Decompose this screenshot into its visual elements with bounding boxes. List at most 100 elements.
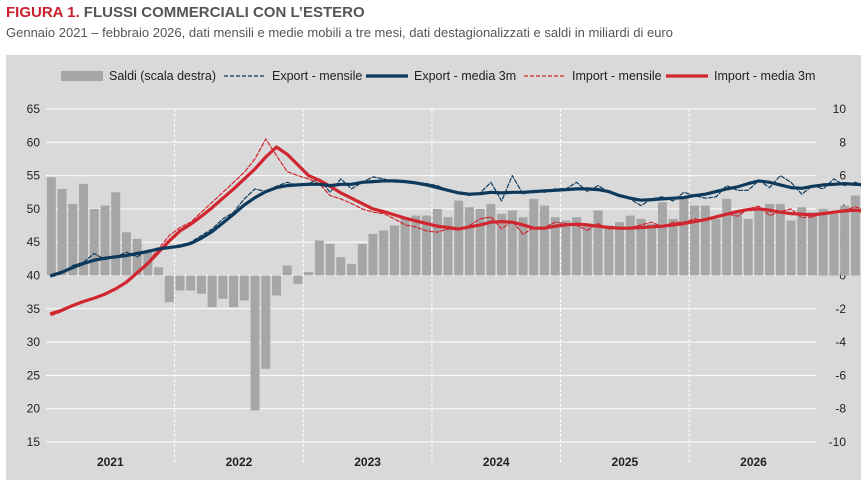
y-tick-right: 6 <box>839 169 846 183</box>
saldi-bar <box>314 240 324 276</box>
saldi-bar <box>293 275 303 284</box>
y-tick-left: 40 <box>27 269 41 283</box>
y-tick-left: 25 <box>27 368 41 382</box>
figure-title-text: FLUSSI COMMERCIALI CON L’ESTERO <box>83 4 365 21</box>
saldi-bar <box>529 198 539 276</box>
legend-label-export_3m: Export - media 3m <box>414 69 516 83</box>
saldi-bar <box>636 218 646 276</box>
saldi-bar <box>582 225 592 276</box>
saldi-bar <box>389 225 399 276</box>
saldi-bar <box>154 267 164 276</box>
y-tick-left: 60 <box>27 135 41 149</box>
saldi-bar <box>357 243 367 276</box>
saldi-bar <box>786 220 796 276</box>
y-tick-left: 30 <box>27 335 41 349</box>
saldi-bar <box>743 218 753 276</box>
y-tick-left: 55 <box>27 169 41 183</box>
saldi-bar <box>486 203 496 276</box>
saldi-bar <box>196 275 206 294</box>
y-tick-left: 45 <box>27 235 41 249</box>
x-year-label: 2026 <box>740 455 767 469</box>
figure-subtitle: Gennaio 2021 – febbraio 2026, dati mensi… <box>6 25 673 40</box>
y-tick-left: 15 <box>27 435 41 449</box>
saldi-bar <box>411 215 421 276</box>
saldi-bar <box>518 217 528 276</box>
saldi-bar <box>754 208 764 276</box>
y-tick-right: 8 <box>839 135 846 149</box>
saldi-bar <box>282 265 292 276</box>
saldi-bar <box>765 203 775 276</box>
x-year-label: 2025 <box>612 455 639 469</box>
y-tick-right: -10 <box>829 435 847 449</box>
saldi-bar <box>100 205 110 276</box>
saldi-bar <box>507 210 517 276</box>
y-tick-right: 10 <box>833 102 847 116</box>
saldi-bar <box>539 205 549 276</box>
x-year-label: 2022 <box>226 455 253 469</box>
saldi-bar <box>615 222 625 276</box>
saldi-bar <box>668 218 678 276</box>
saldi-bar <box>207 275 217 308</box>
saldi-bar <box>722 198 732 276</box>
saldi-bar <box>336 257 346 276</box>
chart-area: 65605550454035302520151086420-2-4-6-8-10… <box>6 55 861 480</box>
saldi-bar <box>218 275 228 299</box>
chart-svg: 65605550454035302520151086420-2-4-6-8-10… <box>27 69 861 469</box>
saldi-bar <box>164 275 174 303</box>
saldi-bar <box>239 275 249 301</box>
saldi-bar <box>679 197 689 276</box>
saldi-bar <box>432 208 442 276</box>
saldi-bar <box>68 203 78 276</box>
saldi-bar <box>175 275 185 291</box>
saldi-bar <box>454 200 464 276</box>
saldi-bar <box>711 218 721 276</box>
saldi-bar <box>625 215 635 276</box>
x-year-label: 2021 <box>97 455 124 469</box>
saldi-bar <box>840 205 850 276</box>
saldi-bar <box>111 192 121 276</box>
saldi-bar <box>818 208 828 276</box>
figure-title: FIGURA 1. FLUSSI COMMERCIALI CON L’ESTER… <box>6 4 365 21</box>
saldi-bar <box>304 272 314 276</box>
saldi-bar <box>561 220 571 276</box>
saldi-bar <box>850 195 860 276</box>
saldi-bar <box>807 212 817 276</box>
saldi-bar <box>229 275 239 308</box>
saldi-bar <box>57 188 67 276</box>
saldi-bar <box>690 205 700 276</box>
saldi-bar <box>732 212 742 276</box>
saldi-bar <box>422 215 432 276</box>
legend-label-export_m: Export - mensile <box>272 69 362 83</box>
saldi-bar <box>121 232 131 276</box>
saldi-bar <box>271 275 281 296</box>
legend-label-import_3m: Import - media 3m <box>714 69 815 83</box>
saldi-bar <box>604 225 614 276</box>
saldi-bar <box>186 275 196 291</box>
legend-swatch-saldi <box>61 71 103 81</box>
y-tick-right: -2 <box>835 302 846 316</box>
saldi-bar <box>368 233 378 276</box>
import-3m-line <box>49 145 861 316</box>
export-monthly-line <box>50 174 861 278</box>
y-tick-right: -8 <box>835 402 846 416</box>
legend-label-import_m: Import - mensile <box>572 69 662 83</box>
y-tick-right: -6 <box>835 368 846 382</box>
saldi-bar <box>443 217 453 276</box>
saldi-bar <box>797 207 807 276</box>
saldi-bar <box>700 205 710 276</box>
import-monthly-line <box>50 138 861 317</box>
saldi-bar <box>347 263 357 276</box>
y-tick-left: 35 <box>27 302 41 316</box>
x-year-label: 2023 <box>354 455 381 469</box>
saldi-bar <box>829 213 839 276</box>
saldi-bar <box>657 202 667 276</box>
saldi-bar <box>475 208 485 276</box>
export-3m-line <box>49 179 861 278</box>
y-tick-right: -4 <box>835 335 846 349</box>
y-tick-left: 20 <box>27 402 41 416</box>
saldi-bar <box>250 275 260 411</box>
saldi-bar <box>89 208 99 276</box>
figure-label: FIGURA 1. <box>6 4 80 21</box>
saldi-bar <box>261 275 271 369</box>
saldi-bar <box>593 210 603 276</box>
